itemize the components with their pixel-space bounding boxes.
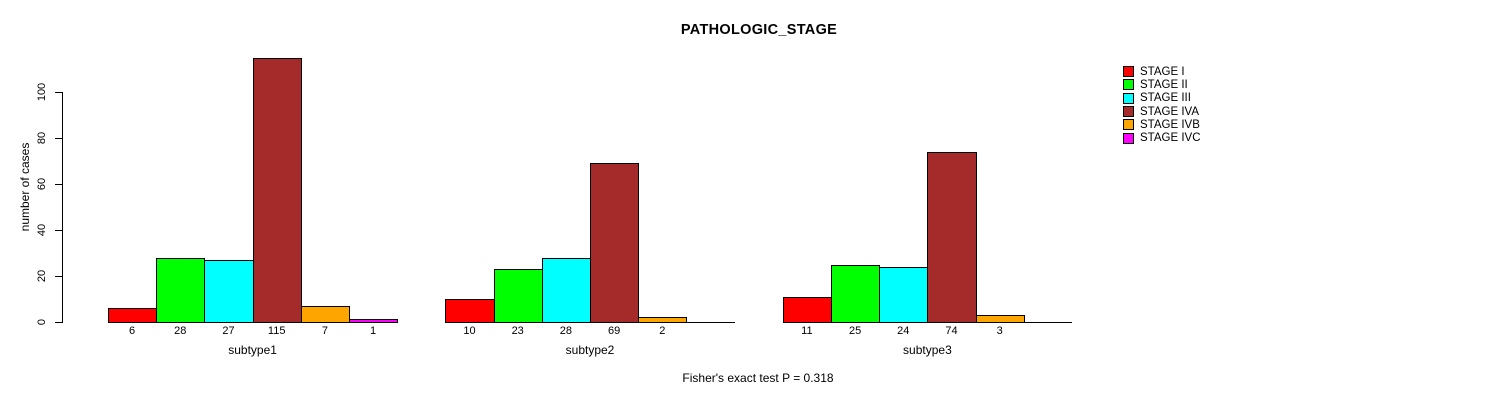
bar-value-label: 6 [129, 325, 136, 337]
bar-stage-i [108, 308, 158, 323]
y-tick-mark [55, 184, 62, 185]
bar-stage-iii [879, 266, 929, 323]
y-tick-label: 60 [36, 177, 48, 191]
legend-label: STAGE II [1140, 78, 1188, 91]
bar-stage-iii [204, 259, 254, 323]
y-tick-mark [55, 138, 62, 139]
bar-stage-ii [493, 269, 543, 323]
bar-stage-iva [252, 57, 302, 323]
y-axis-line [62, 92, 63, 323]
y-tick-mark [55, 276, 62, 277]
y-axis-label: number of cases [18, 142, 32, 232]
bar-stage-iva [590, 163, 640, 323]
bar-stage-i [445, 299, 495, 323]
y-tick-label: 80 [36, 131, 48, 145]
bar-stage-i [782, 296, 832, 323]
legend-swatch-stage-ii [1123, 79, 1134, 91]
bar-value-label: 10 [463, 325, 476, 337]
bar-value-label: 3 [996, 325, 1003, 337]
legend-swatch-stage-iva [1123, 106, 1134, 118]
y-tick-label: 100 [36, 82, 48, 102]
y-tick-mark [55, 322, 62, 323]
bar-stage-ivb [638, 317, 688, 323]
legend-label: STAGE I [1140, 65, 1185, 78]
group-label-subtype3: subtype3 [903, 343, 952, 357]
bar-stage-ivb [300, 305, 350, 323]
bar-value-label: 7 [321, 325, 328, 337]
legend-label: STAGE IVA [1140, 105, 1200, 118]
bar-value-label: 1 [370, 325, 377, 337]
legend-label: STAGE IVC [1140, 132, 1201, 145]
bar-stage-ii [156, 257, 206, 323]
bar-value-label: 28 [559, 325, 573, 337]
y-tick-label: 20 [36, 269, 48, 283]
y-tick-mark [55, 92, 62, 93]
legend-label: STAGE IVB [1140, 118, 1200, 131]
group-label-subtype1: subtype1 [228, 343, 277, 357]
legend-label: STAGE III [1140, 92, 1191, 105]
legend-swatch-stage-ivc [1123, 132, 1134, 144]
bar-value-label: 23 [511, 325, 524, 337]
y-tick-label: 40 [36, 223, 48, 237]
bar-value-label: 28 [174, 325, 187, 337]
legend-swatch-stage-iii [1123, 92, 1134, 104]
chart-title: PATHOLOGIC_STAGE [680, 22, 838, 38]
footer-note: Fisher's exact test P = 0.318 [682, 371, 834, 385]
bar-value-label: 25 [848, 325, 862, 337]
bar-stage-ivb [975, 315, 1025, 323]
bar-value-label: 24 [897, 325, 910, 337]
y-tick-mark [55, 230, 62, 231]
bar-value-label: 69 [607, 325, 621, 337]
bar-stage-ii [831, 264, 881, 323]
legend-swatch-stage-ivb [1123, 119, 1134, 131]
bar-stage-iii [541, 257, 591, 323]
bar-value-label: 27 [222, 325, 235, 337]
bar-stage-ivc [349, 318, 399, 323]
y-tick-label: 0 [36, 318, 48, 326]
bar-value-label: 115 [267, 325, 286, 337]
bar-stage-iva [927, 151, 977, 323]
legend-swatch-stage-i [1123, 66, 1134, 77]
bar-value-label: 11 [801, 325, 813, 337]
group-label-subtype2: subtype2 [565, 343, 615, 357]
bar-value-label: 74 [945, 325, 958, 337]
bar-value-label: 2 [659, 325, 666, 337]
